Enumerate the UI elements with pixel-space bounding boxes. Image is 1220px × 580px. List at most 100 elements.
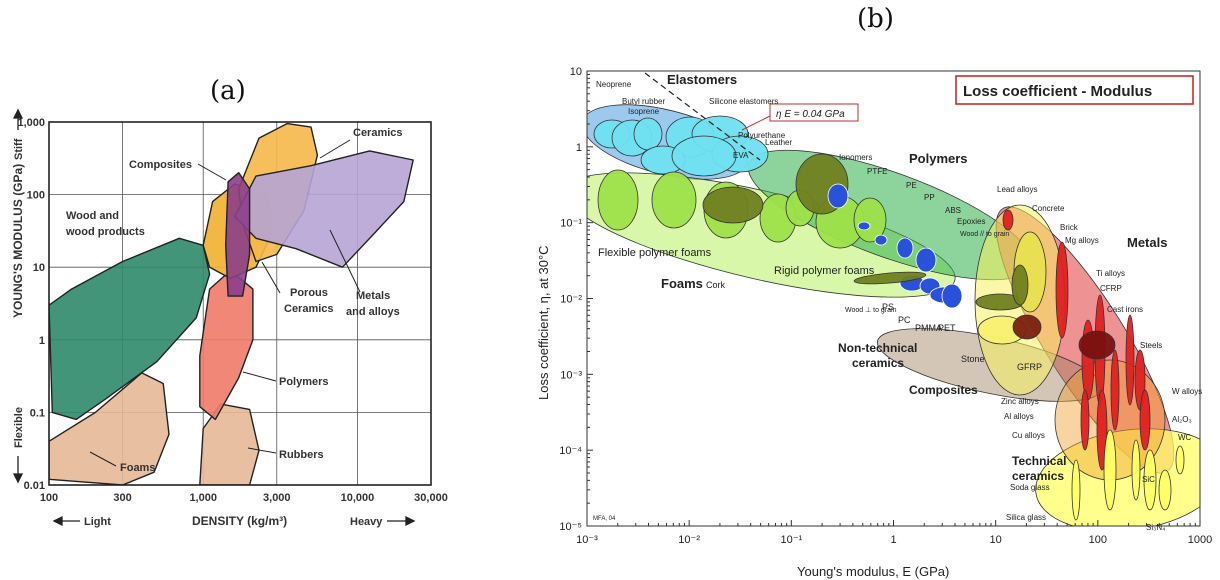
family-nontech-2: ceramics [852,356,904,370]
material-label-6: Leather [765,138,792,147]
family-nontech-1: Non-technical [838,341,917,355]
material-label-26: Brick [1060,223,1079,232]
chart-a-x-ticks: 100 300 1,000 3,000 10,000 30,000 [40,492,448,504]
chart-a-ylabel: YOUNG'S MODULUS (GPa) [11,164,25,318]
material-label-21: PET [938,323,956,333]
leader-4 [242,371,277,382]
leader-0 [319,139,351,159]
material-label-20: PMMA [915,323,942,333]
family-polymers: Polymers [909,151,968,166]
bubble-metal-6 [1080,389,1090,451]
material-label-7: Ionomers [839,153,872,162]
y-tick-label: 10⁻⁴ [559,445,582,457]
label-polymers: Polymers [279,376,329,388]
x-note-heavy: Heavy [350,516,383,528]
guide-line [644,72,761,161]
material-label-13: Wood // to grain [960,231,1009,238]
x-tick-label: 10 [990,534,1002,546]
region-metals [234,150,414,268]
material-label-4: Polyurethane [738,131,786,140]
material-label-22: Stone [961,354,985,364]
y-tick-label: 10⁻¹ [560,218,582,230]
bubble-elastomer-7 [671,135,737,177]
family-composites: Composites [909,383,978,397]
material-label-9: PE [906,181,917,190]
family-technical-1: Technical [1012,454,1066,468]
material-label-24: Lead alloys [997,185,1037,194]
chart-b-title: Loss coefficient - Modulus [963,83,1152,100]
material-label-2: Isoprene [628,107,660,116]
bubble-gfrp [1012,314,1042,340]
region-foams [49,372,170,485]
label-porous-2: Ceramics [284,303,334,315]
guide-line-box [769,103,859,122]
bubble-foam-1 [651,171,697,229]
y-tick-label: 0.01 [24,480,45,492]
y-tick-label: 10⁻³ [560,369,582,381]
x-tick-label: 10⁻³ [576,534,598,546]
chart-b-x-ticks: 10⁻³ 10⁻² 10⁻¹ 1 10 100 1000 [576,520,1212,546]
material-label-31: Steels [1140,341,1162,350]
material-label-5: EVA [733,151,749,160]
material-label-37: WC [1178,433,1192,442]
material-label-3: Silicone elastomers [709,97,778,106]
region-composites [225,172,251,297]
material-label-34: Cu alloys [1012,431,1045,440]
chart-b-xlabel: Young's modulus, E (GPa) [797,564,949,579]
material-label-11: ABS [945,206,961,215]
family-metals: Metals [1127,235,1167,250]
guide-line-label: η E = 0.04 GPa [776,109,845,120]
material-label-29: CFRP [1100,284,1122,293]
bubble-metal-5 [1125,314,1135,406]
y-tick-label: 10 [570,66,582,78]
bubble-metal-9 [1139,389,1151,451]
family-technical-2: ceramics [1012,469,1064,483]
bubble-polymer-8 [857,221,871,231]
panel-a-label: (a) [210,76,246,106]
label-foams: Foams [120,462,155,474]
material-label-16: Rigid polymer foams [774,265,875,277]
material-label-40: Silica glass [1006,513,1046,522]
x-tick-label: 1,000 [189,492,217,504]
bubble-polymer-2 [896,237,914,259]
family-foams: Foams [661,276,703,291]
material-label-28: Ti alloys [1096,269,1125,278]
bubble-wood-perp [853,271,927,285]
material-label-14: Flexible polymer foams [598,247,712,259]
y-note-flexible: Flexible [13,407,25,448]
bubble-tech-4 [1175,445,1185,475]
family-elastomers: Elastomers [667,72,737,87]
chart-b-ylabel: Loss coefficient, η, at 30°C [536,245,551,400]
material-label-1: Butyl rubber [622,97,665,106]
region-polymers [199,269,254,421]
chart-a-xlabel: DENSITY (kg/m³) [192,514,287,528]
bubble-tech-1 [1103,429,1117,511]
chart-b-title-box [955,75,1194,105]
bubble-elastomer-2 [633,117,663,151]
material-label-8: PTFE [867,167,887,176]
bubble-polymer-7 [941,283,963,309]
x-tick-label: 3,000 [263,492,291,504]
x-tick-label: 1 [890,534,896,546]
x-tick-label: 30,000 [414,492,448,504]
bubble-cork [702,186,764,224]
chart-a-regions [49,122,414,485]
chart-a-leaders [89,139,361,467]
bubble-foam-0 [597,169,639,231]
material-label-19: PC [898,315,911,325]
bubble-metal-4 [1110,349,1120,431]
chart-b-y-ticks: 10 1 10⁻¹ 10⁻² 10⁻³ 10⁻⁴ 10⁻⁵ [559,66,593,533]
bubble-polymer-3 [915,247,937,273]
y-note-stiff: Stiff [13,138,25,160]
material-label-17: Wood ⊥ to grain [845,307,897,314]
bubble-polymer-0 [827,183,849,209]
material-label-0: Neoprene [596,80,632,89]
bubble-metal-0 [1002,209,1014,231]
y-tick-label: 10⁻⁵ [559,521,582,533]
material-label-39: SiC [1142,475,1155,484]
bubble-tech-0 [1071,459,1081,521]
chart-b-footnote: MFA, 04 [593,516,616,522]
